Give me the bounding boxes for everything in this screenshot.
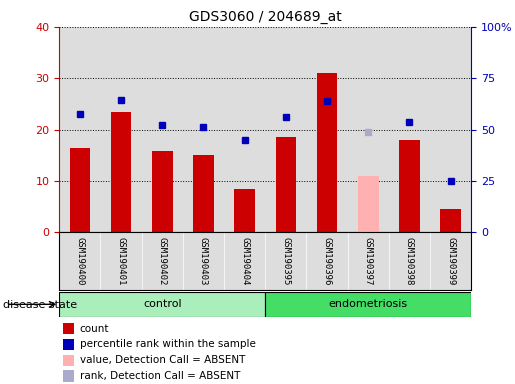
Bar xyxy=(183,27,224,232)
Text: value, Detection Call = ABSENT: value, Detection Call = ABSENT xyxy=(80,355,245,365)
Bar xyxy=(59,232,100,290)
Bar xyxy=(358,176,379,232)
Bar xyxy=(306,232,348,290)
Text: GSM190398: GSM190398 xyxy=(405,237,414,285)
Bar xyxy=(234,189,255,232)
Text: GSM190402: GSM190402 xyxy=(158,237,167,285)
Bar xyxy=(111,112,131,232)
Text: percentile rank within the sample: percentile rank within the sample xyxy=(80,339,256,349)
Bar xyxy=(193,155,214,232)
Bar xyxy=(348,232,389,290)
Bar xyxy=(59,292,265,317)
Bar xyxy=(152,151,173,232)
Bar xyxy=(183,232,224,290)
Bar xyxy=(100,232,142,290)
Bar xyxy=(100,27,142,232)
Bar xyxy=(389,232,430,290)
Bar xyxy=(430,232,471,290)
Bar xyxy=(348,27,389,232)
Bar xyxy=(276,137,296,232)
Text: control: control xyxy=(143,299,182,310)
Text: GSM190400: GSM190400 xyxy=(75,237,84,285)
Bar xyxy=(63,323,74,334)
Bar xyxy=(317,73,337,232)
Text: GSM190404: GSM190404 xyxy=(240,237,249,285)
Bar xyxy=(63,339,74,350)
Bar xyxy=(265,232,306,290)
Bar xyxy=(224,27,265,232)
Bar xyxy=(440,209,461,232)
Bar xyxy=(142,232,183,290)
Bar xyxy=(63,354,74,366)
Text: disease state: disease state xyxy=(3,300,77,310)
Text: GSM190397: GSM190397 xyxy=(364,237,373,285)
Text: GSM190395: GSM190395 xyxy=(281,237,290,285)
Bar xyxy=(306,27,348,232)
Text: GSM190396: GSM190396 xyxy=(322,237,332,285)
Title: GDS3060 / 204689_at: GDS3060 / 204689_at xyxy=(189,10,341,25)
Bar xyxy=(59,27,100,232)
Bar xyxy=(265,27,306,232)
Bar xyxy=(224,232,265,290)
Text: GSM190403: GSM190403 xyxy=(199,237,208,285)
Text: endometriosis: endometriosis xyxy=(329,299,408,310)
Bar xyxy=(430,27,471,232)
Bar xyxy=(265,292,471,317)
Bar xyxy=(399,140,420,232)
Bar xyxy=(389,27,430,232)
Text: GSM190399: GSM190399 xyxy=(446,237,455,285)
Text: count: count xyxy=(80,324,109,334)
Text: GSM190401: GSM190401 xyxy=(116,237,126,285)
Bar xyxy=(63,371,74,382)
Bar xyxy=(142,27,183,232)
Bar xyxy=(70,147,90,232)
Text: rank, Detection Call = ABSENT: rank, Detection Call = ABSENT xyxy=(80,371,240,381)
